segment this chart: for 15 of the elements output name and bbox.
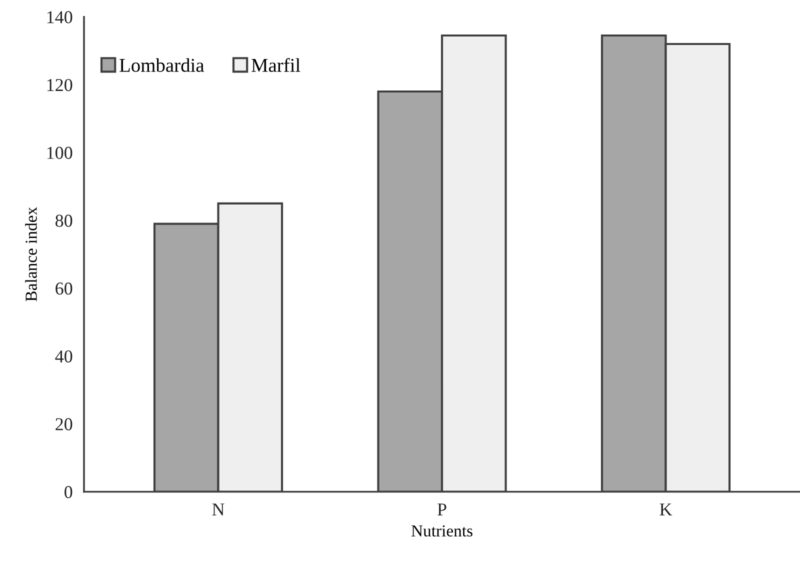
legend-label: Lombardia: [120, 58, 204, 72]
y-tick-label: 40: [55, 350, 72, 363]
y-tick-label: 120: [47, 78, 72, 92]
y-tick-label: 80: [56, 214, 72, 227]
x-tick-label: N: [212, 504, 224, 516]
y-axis-title: Balance index: [25, 207, 37, 302]
y-tick-label: 0: [64, 486, 72, 498]
y-tick-label: 20: [56, 418, 72, 430]
y-tick-label: 60: [56, 282, 72, 295]
x-tick-label: K: [660, 504, 672, 516]
x-tick-label: P: [438, 504, 446, 516]
y-tick-label: 140: [47, 11, 72, 24]
x-axis-title: Nutrients: [411, 525, 472, 537]
legend-label: Marfil: [252, 58, 300, 72]
y-tick-label: 100: [47, 146, 72, 159]
